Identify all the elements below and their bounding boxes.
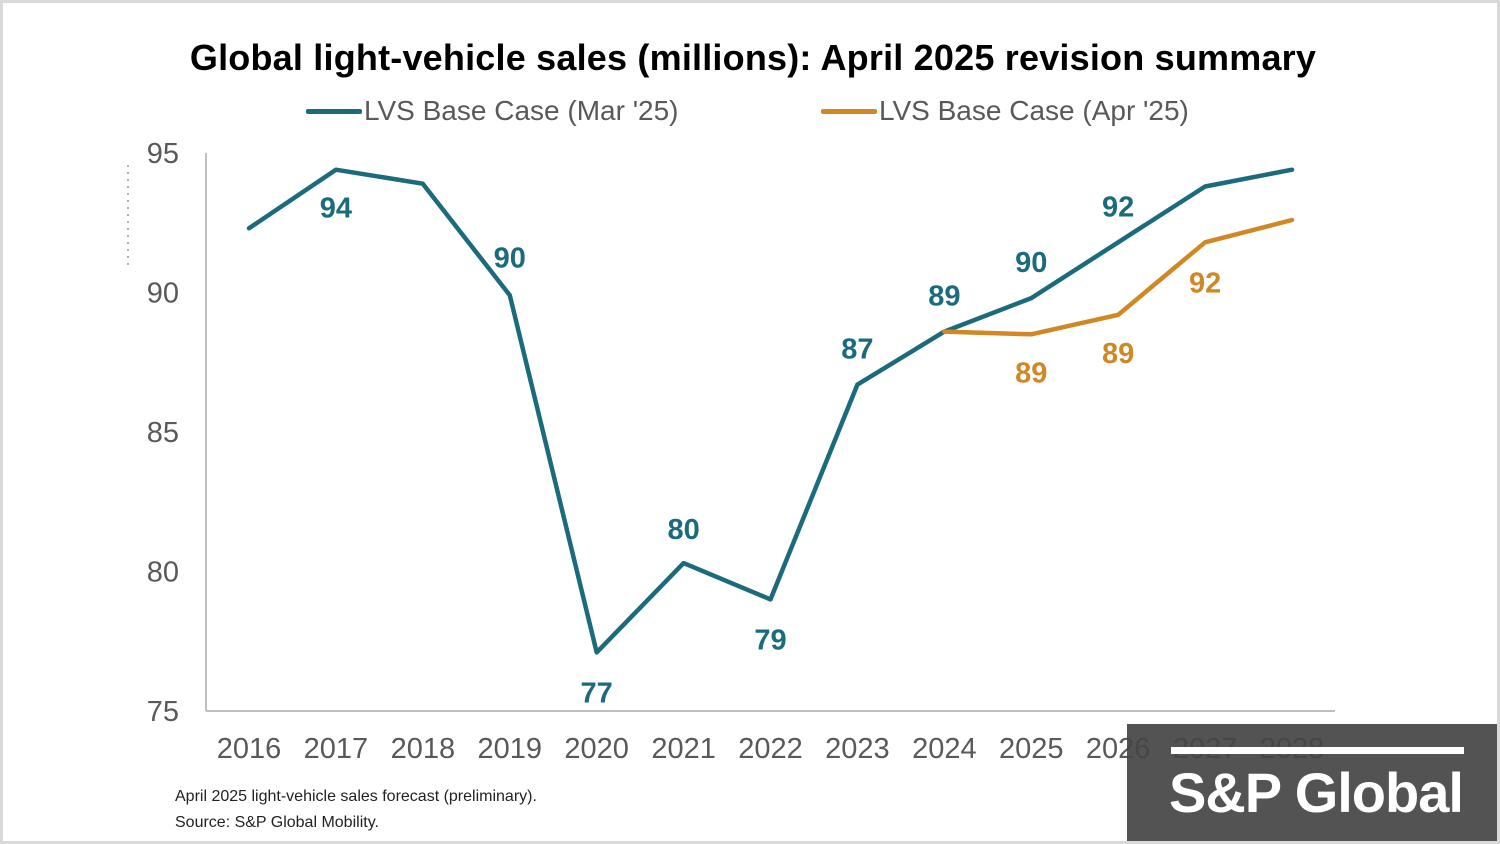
data-label: 92 (1102, 191, 1134, 223)
x-tick-label: 2023 (825, 733, 890, 765)
legend-item-apr: LVS Base Case (Apr '25) (821, 93, 1189, 129)
chart-axes (127, 153, 1335, 712)
legend-swatch-mar (306, 108, 362, 114)
brand-rule (1171, 747, 1464, 754)
data-label: 89 (1015, 357, 1047, 389)
x-tick-label: 2017 (304, 733, 369, 765)
line-chart: 95 90 85 80 75 2016 2017 2018 2019 2020 2021 2022 2… (127, 138, 1335, 765)
brand-logo: S&P Global (1127, 724, 1497, 841)
y-tick-label: 75 (147, 696, 179, 728)
chart-title: Global light-vehicle sales (millions): A… (189, 37, 1317, 78)
x-tick-label: 2018 (391, 733, 456, 765)
data-label: 87 (841, 334, 873, 366)
data-label: 92 (1189, 267, 1221, 299)
x-tick-label: 2020 (564, 733, 629, 765)
brand-name: S&P Global (1169, 761, 1464, 824)
legend-swatch-apr (821, 108, 877, 114)
y-tick-label: 95 (147, 138, 179, 170)
data-label: 94 (320, 193, 352, 225)
y-tick-labels: 95 90 85 80 75 (147, 138, 179, 728)
legend-label-apr: LVS Base Case (Apr '25) (879, 95, 1189, 126)
data-label: 77 (581, 677, 613, 709)
data-label: 90 (1015, 247, 1047, 279)
data-label: 79 (754, 624, 786, 656)
legend-label-mar: LVS Base Case (Mar '25) (364, 95, 679, 126)
footnote-forecast: April 2025 light-vehicle sales forecast … (175, 788, 537, 805)
data-labels: 94 90 77 80 79 87 89 90 92 89 89 92 (320, 191, 1221, 709)
series-line-mar (246, 167, 1295, 655)
data-label: 89 (928, 281, 960, 313)
legend-item-mar: LVS Base Case (Mar '25) (306, 93, 679, 129)
data-label: 90 (494, 242, 526, 274)
y-tick-label: 85 (147, 417, 179, 449)
data-label: 80 (667, 514, 699, 546)
series-line-apr (942, 217, 1295, 337)
x-tick-label: 2022 (738, 733, 803, 765)
data-label: 89 (1102, 338, 1134, 370)
footnote-source: Source: S&P Global Mobility. (175, 814, 379, 831)
x-tick-label: 2016 (217, 733, 282, 765)
y-tick-label: 90 (147, 278, 179, 310)
x-tick-label: 2025 (999, 733, 1064, 765)
y-tick-label: 80 (147, 557, 179, 589)
x-tick-label: 2021 (651, 733, 716, 765)
x-tick-label: 2019 (477, 733, 542, 765)
x-tick-label: 2024 (912, 733, 977, 765)
series-lines (246, 167, 1295, 655)
